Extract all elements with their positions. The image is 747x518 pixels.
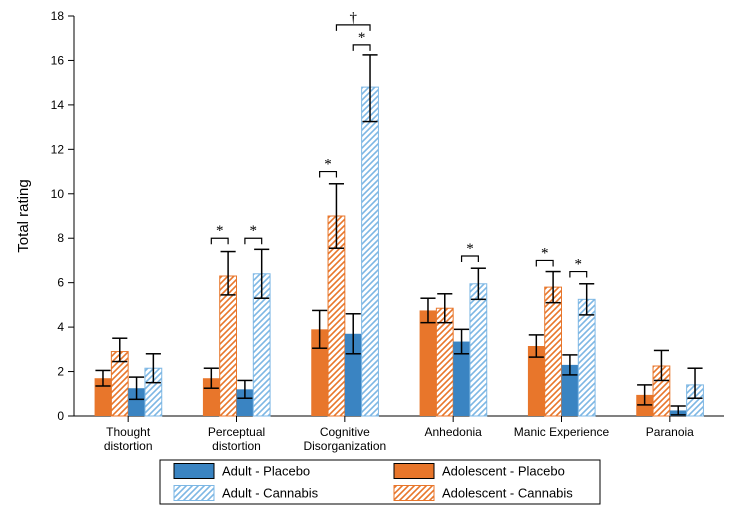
bar-adol_placebo — [420, 310, 437, 416]
rating-chart: 024681012141618Total ratingThoughtdistor… — [0, 0, 747, 518]
legend-label-adol_cannabis: Adolescent - Cannabis — [442, 486, 573, 501]
category-label: Manic Experience — [514, 425, 610, 439]
legend-swatch-adult_cannabis — [174, 486, 214, 501]
legend-swatch-adult_placebo — [174, 464, 214, 479]
bar-adult_cannabis — [578, 299, 595, 416]
category-label: Disorganization — [303, 439, 386, 453]
significance-symbol: * — [466, 241, 474, 257]
y-tick-label: 16 — [51, 53, 65, 67]
y-axis-label: Total rating — [15, 179, 32, 252]
significance-symbol: * — [250, 223, 258, 239]
significance-symbol: * — [216, 223, 224, 239]
category-label: Thought — [106, 425, 151, 439]
category-label: Perceptual — [208, 425, 265, 439]
y-tick-label: 12 — [51, 142, 65, 156]
y-tick-label: 18 — [51, 9, 65, 23]
legend-swatch-adol_placebo — [394, 464, 434, 479]
legend-label-adol_placebo: Adolescent - Placebo — [442, 464, 565, 479]
significance-symbol: * — [575, 257, 583, 273]
legend-label-adult_placebo: Adult - Placebo — [222, 464, 310, 479]
category-label: Anhedonia — [424, 425, 482, 439]
bar-adult_cannabis — [470, 284, 487, 416]
bar-adol_cannabis — [436, 308, 453, 416]
category-label: Paranoia — [646, 425, 694, 439]
y-tick-label: 4 — [57, 320, 64, 334]
legend-label-adult_cannabis: Adult - Cannabis — [222, 486, 319, 501]
y-tick-label: 2 — [57, 365, 64, 379]
bar-adol_cannabis — [545, 287, 562, 416]
y-tick-label: 0 — [57, 409, 64, 423]
category-label: distortion — [104, 439, 153, 453]
bar-adol_cannabis — [220, 276, 237, 416]
bar-adult_cannabis — [362, 87, 379, 416]
category-label: distortion — [212, 439, 261, 453]
significance-symbol: * — [324, 157, 332, 173]
y-tick-label: 6 — [57, 276, 64, 290]
y-tick-label: 8 — [57, 231, 64, 245]
legend-swatch-adol_cannabis — [394, 486, 434, 501]
y-tick-label: 14 — [51, 98, 65, 112]
category-label: Cognitive — [320, 425, 370, 439]
significance-symbol: † — [349, 10, 357, 26]
y-tick-label: 10 — [51, 187, 65, 201]
significance-symbol: * — [541, 245, 549, 261]
significance-symbol: * — [358, 30, 366, 46]
